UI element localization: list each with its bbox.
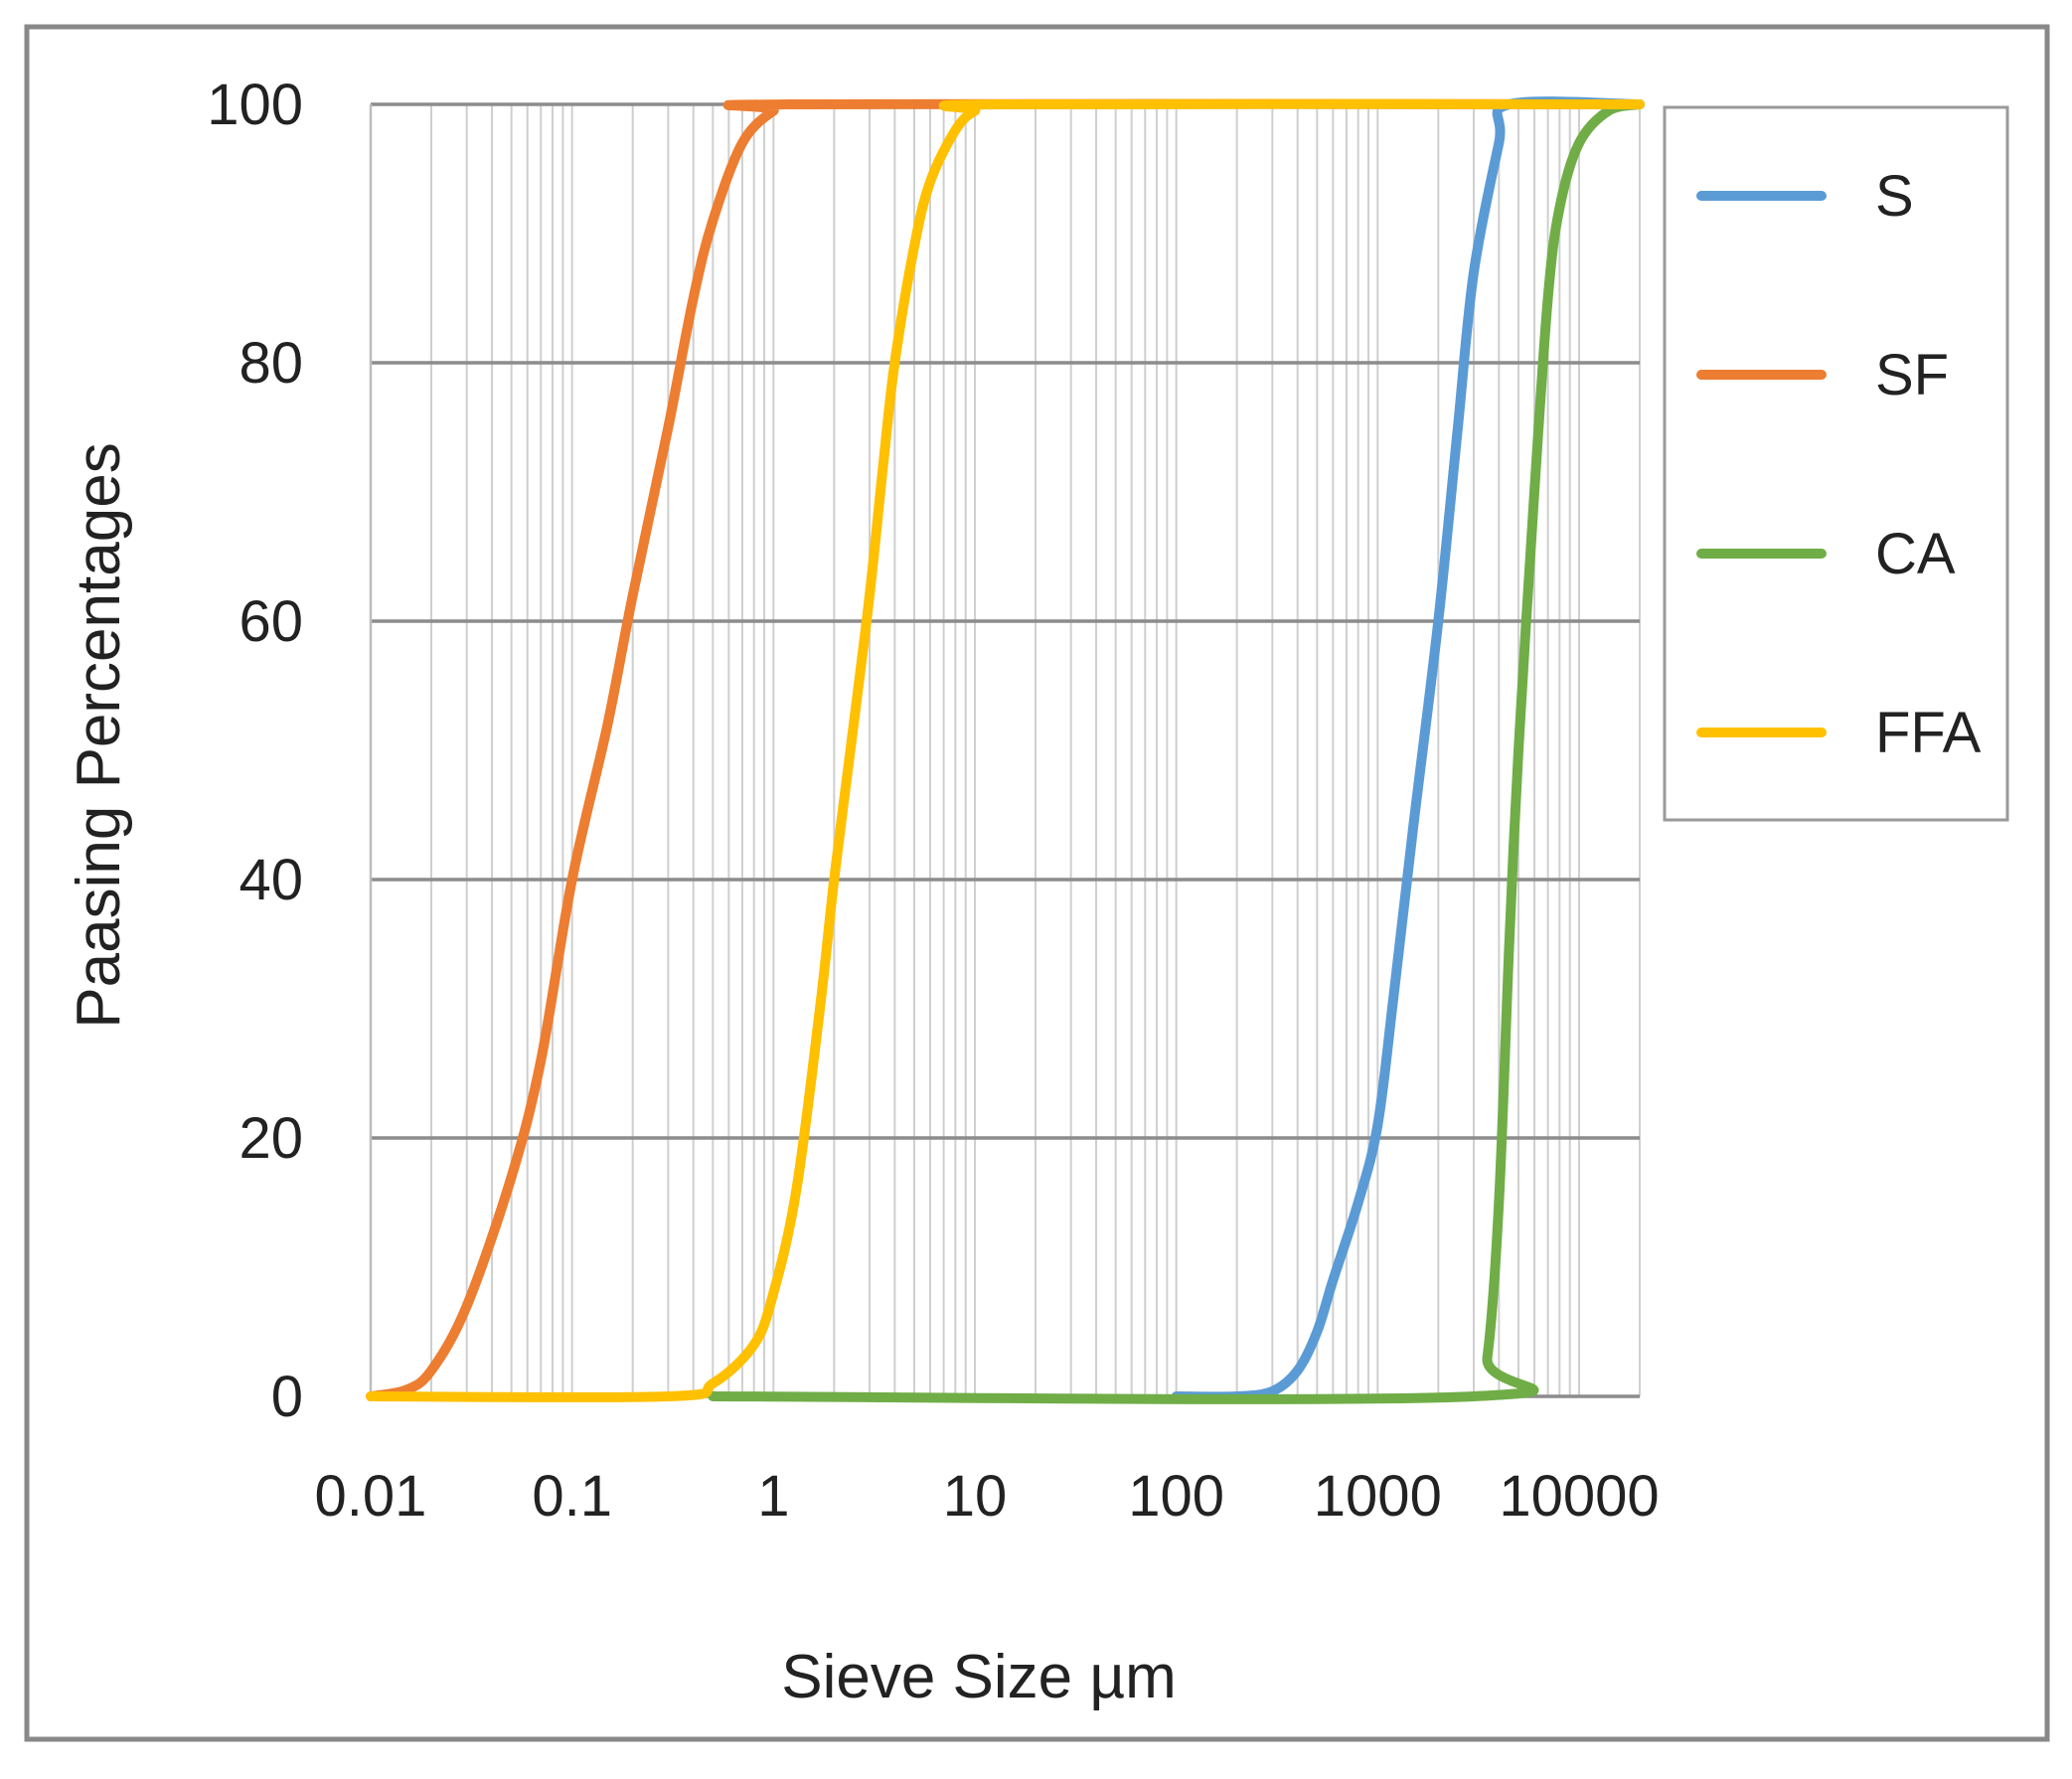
- x-axis-title: Sieve Size µm: [781, 1643, 1177, 1711]
- x-tick-label: 10000: [1499, 1464, 1659, 1529]
- x-tick-label: 10: [943, 1464, 1008, 1529]
- x-tick-label: 1: [757, 1464, 789, 1529]
- y-tick-label: 80: [239, 331, 303, 396]
- series-line-ffa: [366, 98, 1645, 1402]
- y-tick-label: 0: [271, 1365, 303, 1429]
- legend: S SF CA FFA: [1663, 105, 2009, 822]
- series-line-s: [1171, 96, 1645, 1402]
- x-tick-label: 100: [1128, 1464, 1224, 1529]
- x-tick-label: 0.01: [315, 1464, 427, 1529]
- legend-box: [1663, 105, 2009, 822]
- legend-label-ffa: FFA: [1875, 701, 1982, 765]
- y-tick-label: 60: [239, 589, 303, 654]
- series-line-sf: [366, 98, 1645, 1401]
- y-axis-title: Paasing Percentages: [65, 442, 133, 1028]
- series-line-ca: [708, 99, 1645, 1404]
- legend-label-sf: SF: [1875, 343, 1949, 407]
- x-tick-label: 1000: [1314, 1464, 1442, 1529]
- y-tick-label: 20: [239, 1106, 303, 1171]
- tick-labels: 0.01 0.1 1 10 100 1000 10000 0 20 40 60 80 100: [207, 73, 1659, 1529]
- x-tick-label: 0.1: [532, 1464, 612, 1529]
- legend-label-s: S: [1875, 164, 1914, 229]
- y-tick-label: 100: [207, 73, 303, 137]
- legend-items: S SF CA FFA: [1696, 164, 1982, 765]
- legend-label-ca: CA: [1875, 522, 1956, 586]
- series-layer: [366, 96, 1645, 1404]
- y-tick-label: 40: [239, 848, 303, 912]
